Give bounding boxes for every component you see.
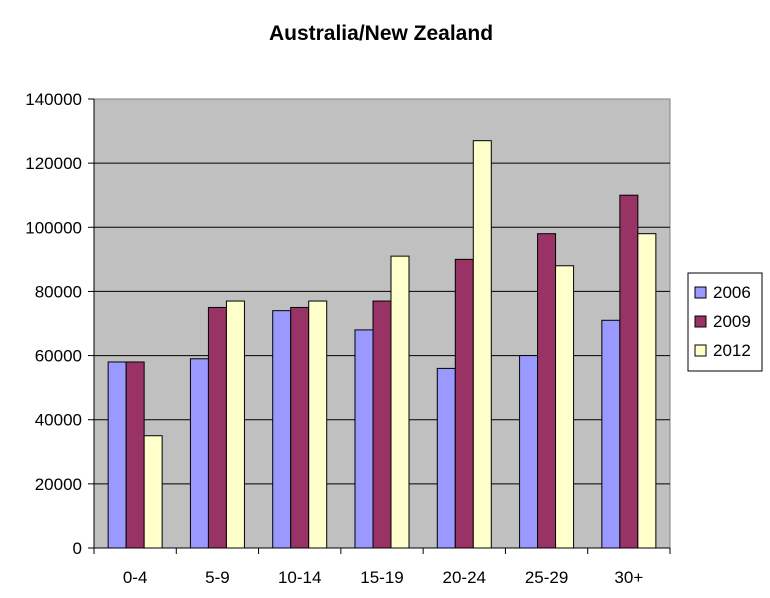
bar-2012-30+ bbox=[637, 233, 657, 549]
legend-label-2009: 2009 bbox=[713, 312, 751, 331]
bar-2012-0-4 bbox=[143, 435, 163, 549]
y-tick-label: 60000 bbox=[35, 347, 82, 366]
legend: 2006 2009 2012 bbox=[687, 272, 763, 372]
bar-2012-15-19 bbox=[390, 255, 410, 549]
bar-2006-30+ bbox=[601, 319, 621, 549]
x-tick-label: 10-14 bbox=[278, 568, 321, 587]
legend-swatch-2006 bbox=[694, 286, 707, 299]
legend-label-2006: 2006 bbox=[713, 283, 751, 302]
bar-2009-20-24 bbox=[454, 258, 474, 549]
bar-2009-15-19 bbox=[372, 300, 392, 549]
y-tick-label: 20000 bbox=[35, 475, 82, 494]
bar-2009-5-9 bbox=[207, 306, 227, 549]
x-tick-label: 5-9 bbox=[205, 568, 230, 587]
x-tick-label: 30+ bbox=[614, 568, 643, 587]
bar-2006-0-4 bbox=[107, 361, 127, 549]
x-tick-label: 20-24 bbox=[443, 568, 486, 587]
x-tick-label: 0-4 bbox=[123, 568, 148, 587]
plot-area: 0 20000 40000 60000 80000 100000 120000 140000 0… bbox=[25, 90, 671, 587]
bar-2009-30+ bbox=[619, 194, 639, 549]
bar-2012-5-9 bbox=[225, 300, 245, 549]
y-tick-label: 0 bbox=[73, 539, 82, 558]
y-tick-label: 140000 bbox=[25, 90, 82, 109]
bar-2012-25-29 bbox=[555, 265, 575, 549]
y-tick-label: 120000 bbox=[25, 154, 82, 173]
chart-title: Australia/New Zealand bbox=[269, 22, 493, 45]
x-tick-label: 15-19 bbox=[360, 568, 403, 587]
bar-2009-25-29 bbox=[537, 233, 557, 549]
bar-2009-10-14 bbox=[290, 306, 310, 549]
bar-2006-10-14 bbox=[272, 310, 292, 549]
bar-2006-20-24 bbox=[436, 367, 456, 549]
bar-2006-15-19 bbox=[354, 329, 374, 549]
legend-swatch-2012 bbox=[694, 344, 707, 357]
bar-2006-5-9 bbox=[189, 358, 209, 549]
y-tick-label: 80000 bbox=[35, 282, 82, 301]
legend-label-2012: 2012 bbox=[713, 341, 751, 360]
legend-swatch-2009 bbox=[694, 315, 707, 328]
y-tick-label: 100000 bbox=[25, 218, 82, 237]
bar-2012-10-14 bbox=[308, 300, 328, 549]
bar-2009-0-4 bbox=[125, 361, 145, 549]
y-tick-label: 40000 bbox=[35, 411, 82, 430]
bar-2012-20-24 bbox=[472, 140, 492, 549]
bar-2006-25-29 bbox=[519, 355, 539, 549]
x-tick-label: 25-29 bbox=[525, 568, 568, 587]
